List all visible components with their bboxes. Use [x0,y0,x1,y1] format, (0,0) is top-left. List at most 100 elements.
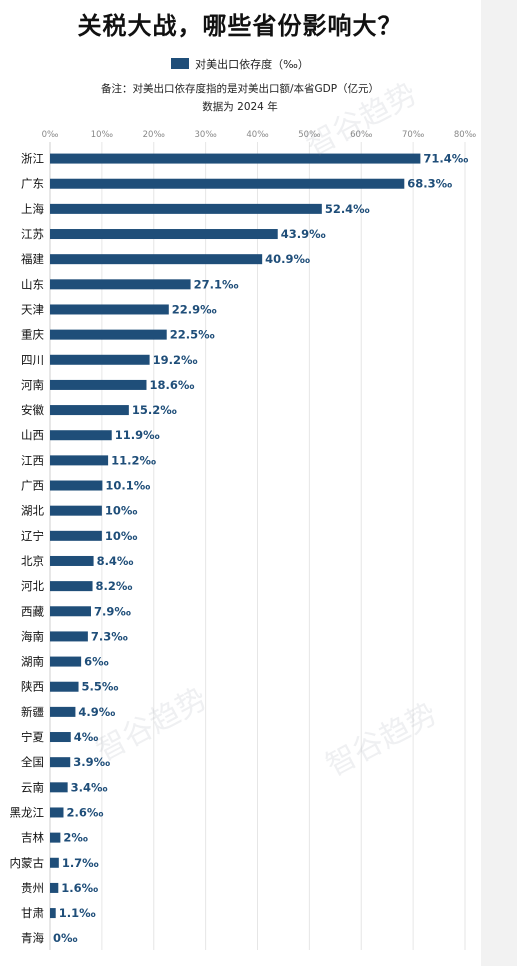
bar [50,631,88,642]
x-tick-label: 0‰ [42,130,59,140]
x-tick-label: 60‰ [350,130,372,140]
bar [50,581,93,592]
bar [50,606,91,617]
bar [50,857,59,868]
category-label: 新疆 [21,705,44,719]
value-label: 6‰ [84,655,109,669]
x-tick-label: 70‰ [402,130,424,140]
bar [50,430,112,441]
category-label: 广东 [21,177,44,191]
value-label: 3.4‰ [71,780,108,794]
x-tick-label: 10‰ [91,130,113,140]
bar [50,279,191,290]
category-label: 宁夏 [21,730,44,744]
bar [50,832,61,843]
value-label: 71.4‰ [423,152,468,166]
bar [50,480,103,491]
category-label: 北京 [21,554,44,568]
category-label: 湖南 [21,655,44,669]
x-tick-label: 40‰ [246,130,268,140]
x-tick-label: 50‰ [298,130,320,140]
category-label: 甘肃 [21,906,44,920]
value-label: 43.9‰ [281,227,326,241]
bar [50,732,71,743]
bar [50,505,102,516]
category-label: 河南 [21,378,44,392]
value-label: 1.7‰ [62,856,99,870]
value-label: 52.4‰ [325,202,370,216]
value-label: 8.2‰ [96,579,133,593]
bar [50,379,147,390]
bar [50,304,169,315]
value-label: 22.5‰ [170,328,215,342]
chart-note: 备注：对美出口依存度指的是对美出口额/本省GDP（亿元） [100,83,380,95]
category-label: 江苏 [21,227,44,241]
category-label: 内蒙古 [10,856,45,870]
category-label: 山东 [21,277,44,291]
value-label: 18.6‰ [149,378,194,392]
category-label: 全国 [21,755,44,769]
bar [50,229,278,240]
category-label: 山西 [21,428,44,442]
category-label: 湖北 [21,504,44,518]
value-label: 7.3‰ [91,629,128,643]
category-label: 贵州 [21,881,44,895]
value-label: 40.9‰ [265,252,310,266]
category-label: 浙江 [21,152,44,166]
bar [50,530,102,541]
value-label: 5.5‰ [82,680,119,694]
bar [50,203,322,214]
category-label: 江西 [21,453,44,467]
legend-label: 对美出口依存度（‰） [195,58,309,71]
category-label: 黑龙江 [10,805,45,819]
category-label: 上海 [21,202,44,216]
value-label: 10‰ [105,504,138,518]
category-label: 海南 [21,629,44,643]
category-label: 福建 [21,252,44,266]
bar [50,706,76,717]
value-label: 68.3‰ [407,177,452,191]
value-label: 11.9‰ [115,428,160,442]
category-label: 天津 [21,302,44,316]
legend-swatch [171,58,190,69]
bar [50,555,94,566]
bar [50,782,68,793]
category-label: 河北 [21,579,44,593]
x-tick-label: 80‰ [454,130,476,140]
bar [50,656,82,667]
value-label: 2‰ [63,831,88,845]
category-label: 安徽 [21,403,44,417]
value-label: 27.1‰ [194,277,239,291]
value-label: 3.9‰ [73,755,110,769]
value-label: 22.9‰ [172,302,217,316]
category-label: 陕西 [21,680,44,694]
value-label: 1.6‰ [61,881,98,895]
bar [50,329,167,340]
bar [50,681,79,692]
year-note: 数据为 2024 年 [202,101,278,113]
value-label: 19.2‰ [153,353,198,367]
category-label: 辽宁 [21,529,44,543]
category-label: 西藏 [21,604,44,618]
category-label: 重庆 [21,328,44,342]
category-label: 吉林 [21,831,44,845]
category-label: 广西 [21,479,44,493]
bar [50,807,64,818]
bar [50,908,56,919]
side-strip [481,0,517,966]
legend: 对美出口依存度（‰） [0,56,480,72]
bar [50,882,59,893]
value-label: 11.2‰ [111,453,156,467]
chart-title: 关税大战，哪些省份影响大？ [77,12,403,40]
value-label: 1.1‰ [59,906,96,920]
value-label: 15.2‰ [132,403,177,417]
x-tick-label: 20‰ [143,130,165,140]
value-label: 4‰ [74,730,99,744]
value-label: 10.1‰ [105,479,150,493]
bar [50,178,405,189]
category-label: 云南 [21,780,44,794]
bar [50,354,150,365]
bar [50,455,109,466]
value-label: 10‰ [105,529,138,543]
